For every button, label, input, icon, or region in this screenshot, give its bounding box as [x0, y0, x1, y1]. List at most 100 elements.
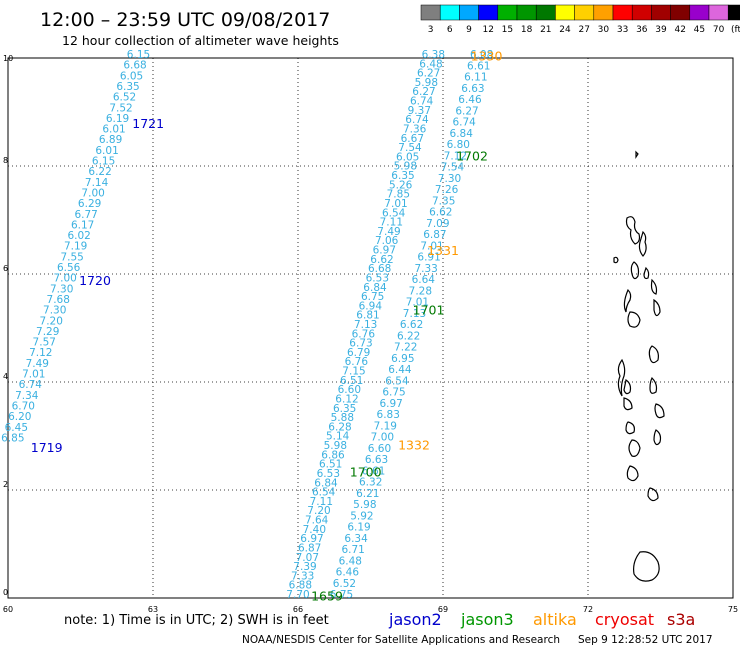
scale-swatch [497, 4, 518, 21]
wave-height-value: 6.81 [356, 310, 379, 322]
wave-height-value: 6.08 [470, 49, 493, 61]
track-1330-1332: 6.756.526.466.486.716.346.195.925.986.21… [330, 49, 494, 601]
wave-height-value: 7.13 [354, 319, 377, 331]
scale-label: 70 [713, 25, 725, 35]
pass-time-label: 1659 [311, 589, 343, 604]
y-tick-label: 4 [3, 372, 8, 381]
wave-height-value: 6.22 [397, 330, 420, 342]
wave-height-value: 6.95 [391, 353, 414, 365]
wave-height-value: 6.68 [368, 263, 391, 275]
wave-height-value: 6.74 [405, 114, 429, 126]
pass-time-label: 1721 [132, 116, 164, 131]
scale-label: 15 [502, 25, 513, 35]
wave-height-value: 7.00 [81, 187, 104, 199]
wave-height-value: 7.49 [26, 358, 49, 370]
wave-height-value: 6.56 [57, 262, 81, 274]
wave-height-value: 6.27 [455, 105, 478, 117]
wave-height-value: 6.12 [335, 393, 358, 405]
wave-height-value: 6.62 [400, 319, 423, 331]
wave-height-value: 6.28 [328, 421, 351, 433]
wave-height-value: 7.39 [293, 561, 316, 573]
wave-height-value: 7.30 [43, 305, 66, 317]
wave-height-value: 7.57 [33, 337, 56, 349]
mission-legend-jason3: jason3 [460, 610, 514, 629]
scale-swatch [631, 4, 652, 21]
scale-label: (ft) [731, 25, 740, 35]
wave-height-value: 7.12 [29, 347, 52, 359]
y-tick-label: 0 [3, 588, 8, 597]
wave-height-value: 6.76 [352, 328, 376, 340]
map-subtitle: 12 hour collection of altimeter wave hei… [62, 33, 339, 48]
wave-height-value: 6.79 [347, 347, 370, 359]
wave-height-value: 7.34 [15, 390, 39, 402]
wave-height-value: 7.11 [310, 496, 333, 508]
wave-height-value: 6.11 [464, 72, 487, 84]
x-tick-label: 60 [3, 605, 13, 614]
y-tick-label: 2 [3, 480, 8, 489]
map-title: 12:00 – 23:59 UTC 09/08/2017 [40, 9, 330, 31]
wave-height-value: 7.00 [53, 273, 76, 285]
wave-height-value: 6.97 [300, 533, 323, 545]
wave-height-value: 7.29 [36, 326, 59, 338]
wave-height-value: 6.62 [370, 254, 393, 266]
wave-height-value: 6.05 [120, 70, 143, 82]
scale-label: 18 [521, 25, 533, 35]
wave-height-value: 6.61 [362, 465, 385, 477]
wave-height-value: 7.13 [403, 308, 426, 320]
scale-label: 9 [466, 25, 472, 35]
wave-height-value: 6.61 [467, 60, 490, 72]
wave-height-value: 6.76 [345, 356, 369, 368]
mission-legend-jason2: jason2 [388, 610, 442, 629]
track-1719-1721: 6.856.456.206.707.346.747.017.497.127.57… [1, 49, 150, 444]
wave-height-value: 6.85 [1, 432, 24, 444]
y-tick-label: 8 [3, 156, 8, 165]
wave-height-value: 7.85 [387, 189, 410, 201]
wave-height-value: 6.19 [347, 522, 370, 534]
wave-height-value: 6.44 [388, 364, 412, 376]
wave-height-value: 5.14 [326, 431, 350, 443]
wave-height-value: 6.32 [359, 477, 382, 489]
wave-height-value: 6.67 [401, 133, 424, 145]
wave-height-value: 5.98 [353, 499, 376, 511]
wave-height-value: 6.84 [314, 477, 338, 489]
wave-height-value: 7.30 [50, 283, 73, 295]
wave-height-value: 6.51 [319, 459, 342, 471]
wave-height-value: 6.75 [330, 589, 353, 601]
x-tick-label: 66 [293, 605, 303, 614]
wave-height-value: 6.52 [333, 578, 356, 590]
wave-height-value: 7.40 [303, 524, 326, 536]
pass-time-label: 1701 [413, 303, 445, 318]
wave-height-value: 7.00 [371, 432, 394, 444]
wave-height-value: 7.19 [64, 241, 87, 253]
wave-height-value: 7.55 [60, 251, 83, 263]
wave-height-value: 7.28 [409, 285, 432, 297]
pass-time-label: 1331 [427, 243, 459, 258]
scale-swatch [593, 4, 614, 21]
wave-height-value: 6.52 [113, 92, 136, 104]
wave-height-value: 6.60 [338, 384, 361, 396]
pass-time-labels: 1719 1720 1721 1659 1700 1701 1702 1332 1331 1330 [31, 49, 503, 604]
scale-label: 45 [694, 25, 705, 35]
scale-swatch [708, 4, 729, 21]
pass-time-label: 1332 [398, 438, 430, 453]
mission-legend-altika: altika [533, 610, 577, 629]
scale-swatch [689, 4, 710, 21]
scale-label: 12 [482, 25, 493, 35]
wave-height-value: 7.70 [286, 589, 309, 601]
wave-height-value: 5.98 [394, 161, 417, 173]
wave-height-value: 7.22 [394, 342, 417, 354]
wave-height-value: 6.53 [366, 272, 389, 284]
wave-height-value: 6.34 [344, 533, 368, 545]
wave-height-value: 7.07 [296, 552, 319, 564]
y-tick-label: 6 [3, 264, 8, 273]
wave-height-value: 6.27 [412, 86, 435, 98]
pass-time-label: 1330 [471, 49, 503, 64]
wave-height-value: 7.26 [435, 184, 459, 196]
wave-height-value: 7.36 [403, 123, 427, 135]
wave-height-value: 5.98 [324, 440, 347, 452]
footer-note: note: 1) Time is in UTC; 2) SWH is in fe… [64, 613, 329, 628]
scale-swatch [478, 4, 499, 21]
